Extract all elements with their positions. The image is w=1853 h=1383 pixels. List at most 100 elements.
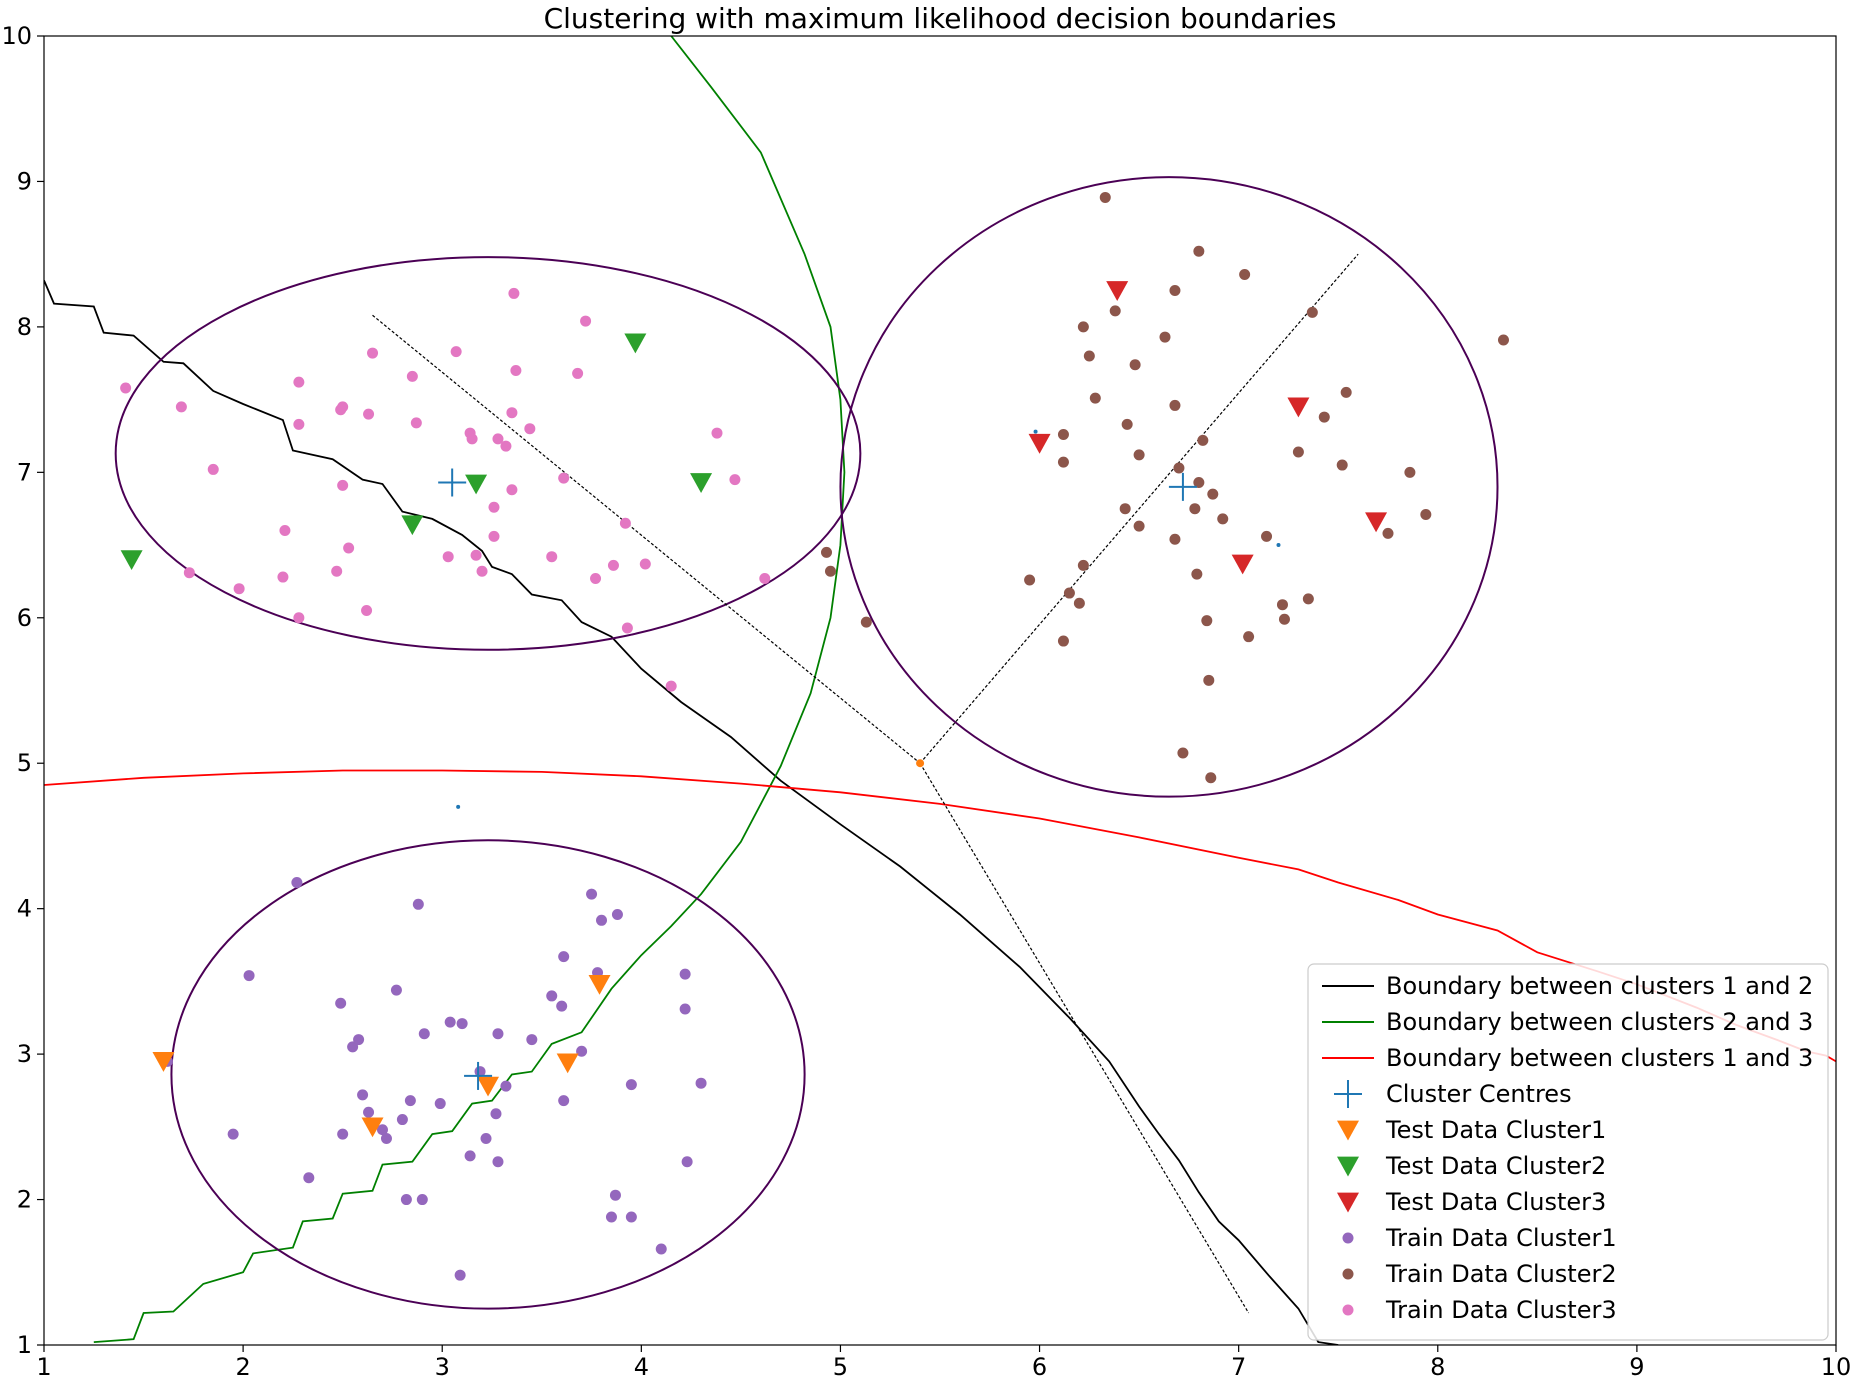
train-point — [492, 1028, 504, 1040]
train-point — [1193, 245, 1205, 257]
train-point — [821, 546, 833, 558]
train-point — [293, 612, 305, 624]
train-point — [1239, 269, 1251, 281]
train-point — [1189, 503, 1201, 515]
train-point — [619, 517, 631, 529]
train-point — [1197, 434, 1209, 446]
train-point — [681, 1156, 693, 1168]
train-point — [476, 565, 488, 577]
train-point — [376, 1124, 388, 1136]
train-point — [625, 1079, 637, 1091]
train-point — [1302, 593, 1314, 605]
train-point — [361, 605, 373, 617]
x-tick-label: 8 — [1430, 1353, 1445, 1378]
train-point — [175, 401, 187, 413]
guide-line-3 — [919, 762, 1250, 1314]
train-point — [303, 1172, 315, 1184]
train-point — [609, 1189, 621, 1201]
test-point — [588, 974, 611, 995]
train-point — [412, 898, 424, 910]
train-point — [1278, 613, 1290, 625]
x-tick-label: 5 — [833, 1353, 848, 1378]
train-point — [576, 1045, 588, 1057]
cluster-ellipse-2 — [170, 839, 806, 1310]
train-point — [1169, 285, 1181, 297]
train-point — [558, 472, 570, 484]
train-point — [400, 1194, 412, 1206]
train-point — [526, 1034, 538, 1046]
legend-label: Train Data Cluster2 — [1385, 1260, 1617, 1288]
train-point — [470, 549, 482, 561]
y-tick-label: 2 — [17, 1186, 32, 1214]
x-tick-label: 4 — [634, 1353, 649, 1378]
train-point — [500, 1080, 512, 1092]
train-point — [337, 401, 349, 413]
train-point — [1099, 191, 1111, 203]
train-point — [824, 565, 836, 577]
train-point — [1077, 559, 1089, 571]
train-point — [556, 1000, 568, 1012]
train-point — [456, 1018, 468, 1030]
train-point — [293, 376, 305, 388]
train-point — [1292, 446, 1304, 458]
train-point — [1217, 513, 1229, 525]
train-point — [508, 287, 520, 299]
test-point — [465, 474, 488, 495]
train-point — [1063, 587, 1075, 599]
train-point — [343, 542, 355, 554]
train-point — [1121, 418, 1133, 430]
train-point — [480, 1132, 492, 1144]
cluster-centre-marker — [464, 1061, 493, 1090]
train-point — [1177, 747, 1189, 759]
legend: Boundary between clusters 1 and 2 Boundar… — [1307, 963, 1829, 1341]
y-tick-label: 4 — [17, 895, 32, 923]
train-point — [454, 1269, 466, 1281]
small-point — [916, 759, 925, 768]
train-point — [347, 1041, 359, 1053]
guide-line-1 — [372, 314, 921, 764]
train-point — [1191, 568, 1203, 580]
train-point — [596, 914, 608, 926]
train-point — [1276, 599, 1288, 611]
train-point — [695, 1077, 707, 1089]
train-point — [729, 474, 741, 486]
train-point — [1119, 503, 1131, 515]
x-tick-label: 9 — [1629, 1353, 1644, 1378]
train-point — [410, 417, 422, 429]
train-point — [1133, 520, 1145, 532]
train-point — [279, 525, 291, 537]
train-point — [510, 365, 522, 377]
train-point — [490, 1108, 502, 1120]
train-point — [1133, 449, 1145, 461]
train-point — [233, 583, 245, 595]
train-point — [243, 970, 255, 982]
train-point — [1201, 615, 1213, 627]
test-point — [1231, 554, 1254, 575]
train-point — [416, 1194, 428, 1206]
train-point — [1169, 399, 1181, 411]
train-point — [404, 1095, 416, 1107]
train-point — [207, 463, 219, 475]
train-point — [759, 573, 771, 585]
train-point — [711, 427, 723, 439]
train-point — [390, 984, 402, 996]
train-point — [1261, 530, 1273, 542]
legend-dot-swatch — [1342, 1304, 1354, 1316]
train-point — [1193, 477, 1205, 489]
cluster-centre-marker — [1168, 472, 1197, 501]
small-point — [1276, 543, 1281, 548]
train-point — [353, 1034, 365, 1046]
train-point — [1129, 359, 1141, 371]
train-point — [380, 1132, 392, 1144]
y-tick-label: 8 — [17, 313, 32, 341]
train-point — [558, 1095, 570, 1107]
train-point — [586, 888, 598, 900]
train-point — [227, 1128, 239, 1140]
train-point — [580, 315, 592, 327]
legend-triangle-swatch — [1337, 1156, 1359, 1177]
train-point — [291, 876, 303, 888]
legend-label: Train Data Cluster1 — [1385, 1224, 1617, 1252]
data-points — [120, 191, 1509, 1281]
legend-dot-swatch — [1342, 1268, 1354, 1280]
